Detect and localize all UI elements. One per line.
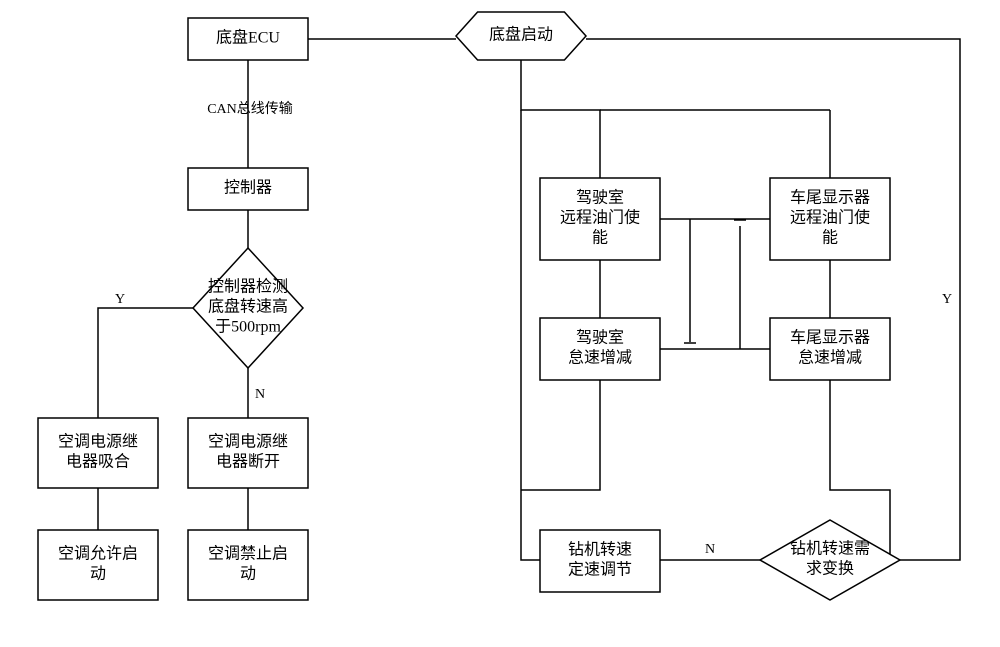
node-cabIdle: 驾驶室怠速增减 bbox=[540, 318, 660, 380]
node-detect: 控制器检测底盘转速高于500rpm bbox=[193, 248, 303, 368]
edge-label: CAN总线传输 bbox=[207, 101, 293, 117]
edge-label: N bbox=[705, 542, 715, 557]
node-label: 能 bbox=[592, 229, 608, 247]
node-label: 于500rpm bbox=[215, 319, 281, 336]
node-label: 能 bbox=[822, 229, 838, 247]
edge-label: N bbox=[255, 387, 265, 402]
node-label: 底盘转速高 bbox=[208, 297, 288, 316]
node-label: 驾驶室 bbox=[576, 189, 624, 207]
node-ctrl: 控制器 bbox=[188, 168, 308, 210]
node-acOff: 空调禁止启动 bbox=[188, 530, 308, 600]
flow-edge bbox=[586, 39, 960, 560]
node-label: 求变换 bbox=[806, 560, 854, 578]
node-rearEn: 车尾显示器远程油门使能 bbox=[770, 178, 890, 260]
node-speedAdj: 钻机转速定速调节 bbox=[540, 530, 660, 592]
node-label: 空调电源继 bbox=[208, 433, 288, 451]
node-label: 怠速增减 bbox=[568, 349, 632, 367]
edge-label: Y bbox=[115, 292, 125, 307]
node-label: 电器断开 bbox=[216, 453, 280, 471]
node-label: 电器吸合 bbox=[66, 453, 130, 471]
node-acOn: 空调允许启动 bbox=[38, 530, 158, 600]
node-ecu: 底盘ECU bbox=[188, 18, 308, 60]
node-needChg: 钻机转速需求变换 bbox=[760, 520, 900, 600]
node-label: 车尾显示器 bbox=[790, 329, 870, 347]
node-label: 空调禁止启 bbox=[208, 545, 288, 563]
node-label: 底盘启动 bbox=[489, 25, 553, 44]
node-relayOff: 空调电源继电器断开 bbox=[188, 418, 308, 488]
node-label: 控制器 bbox=[224, 179, 272, 197]
node-label: 动 bbox=[240, 565, 256, 583]
node-label: 怠速增减 bbox=[798, 349, 862, 367]
node-label: 底盘ECU bbox=[216, 28, 280, 47]
node-label: 车尾显示器 bbox=[790, 189, 870, 207]
node-start: 底盘启动 bbox=[456, 12, 586, 60]
node-label: 空调允许启 bbox=[58, 545, 138, 563]
flow-edge bbox=[521, 110, 540, 560]
node-label: 远程油门使 bbox=[560, 209, 640, 227]
flow-edge bbox=[98, 308, 193, 418]
node-rearIdle: 车尾显示器怠速增减 bbox=[770, 318, 890, 380]
node-label: 空调电源继 bbox=[58, 433, 138, 451]
node-label: 钻机转速 bbox=[568, 541, 632, 559]
flow-edge bbox=[521, 60, 600, 178]
node-label: 定速调节 bbox=[568, 561, 632, 579]
edge-label: Y bbox=[942, 292, 952, 307]
node-relayOn: 空调电源继电器吸合 bbox=[38, 418, 158, 488]
node-label: 驾驶室 bbox=[576, 329, 624, 347]
node-label: 控制器检测 bbox=[208, 278, 288, 296]
node-label: 动 bbox=[90, 565, 106, 583]
node-label: 远程油门使 bbox=[790, 209, 870, 227]
flow-edge bbox=[521, 380, 600, 490]
node-label: 钻机转速需 bbox=[790, 540, 870, 558]
node-cabEn: 驾驶室远程油门使能 bbox=[540, 178, 660, 260]
